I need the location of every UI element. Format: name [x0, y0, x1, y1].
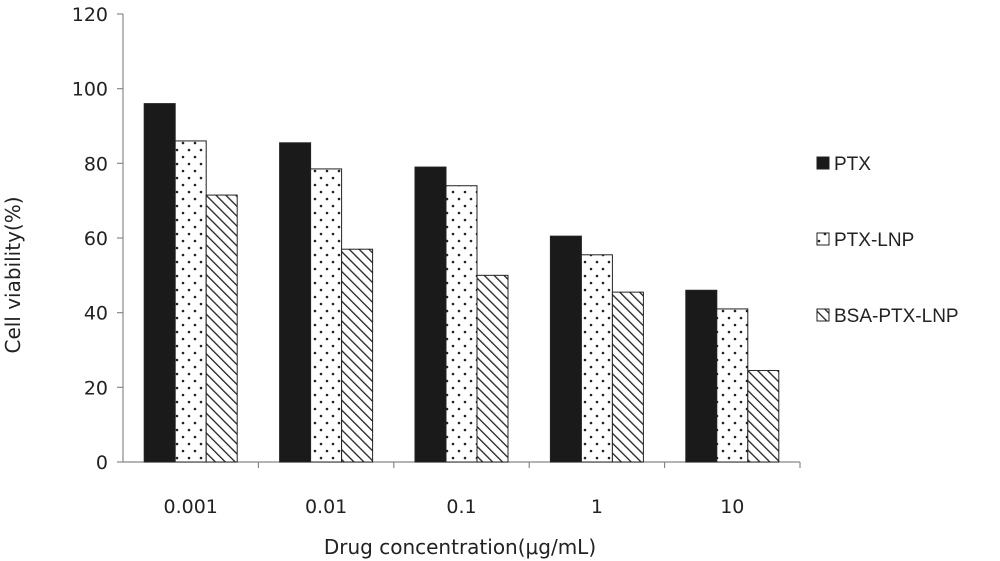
legend-label: PTX-LNP — [834, 230, 914, 251]
bar-ptx — [686, 290, 717, 462]
x-tick-label: 0.1 — [446, 496, 476, 518]
bars — [144, 104, 779, 462]
bar-ptx-lnp — [311, 169, 342, 462]
bar-bsa-ptx-lnp — [206, 195, 237, 462]
legend-swatch — [817, 157, 829, 169]
y-tick-label: 40 — [84, 303, 108, 325]
y-tick-label: 0 — [96, 452, 108, 474]
legend-swatch — [817, 233, 829, 245]
bar-ptx — [550, 236, 581, 462]
y-tick-label: 120 — [72, 4, 108, 26]
bar-ptx — [280, 143, 311, 462]
x-tick-label: 0.01 — [305, 496, 347, 518]
y-tick-label: 20 — [84, 377, 108, 399]
x-tick-label: 1 — [591, 496, 603, 518]
legend-label: PTX — [834, 154, 871, 175]
x-tick-label: 10 — [720, 496, 744, 518]
y-tick-label: 60 — [84, 228, 108, 250]
bar-ptx-lnp — [175, 141, 206, 462]
y-tick-label: 100 — [72, 79, 108, 101]
y-axis-title: Cell viability(%) — [1, 196, 25, 353]
bar-ptx — [144, 104, 175, 462]
bar-ptx-lnp — [446, 186, 477, 462]
bar-ptx-lnp — [717, 309, 748, 462]
bar-bsa-ptx-lnp — [477, 275, 508, 462]
legend: PTX PTX-LNP BSA-PTX-LNP — [817, 154, 959, 327]
bar-bsa-ptx-lnp — [748, 371, 779, 462]
bar-ptx — [415, 167, 446, 462]
bar-bsa-ptx-lnp — [342, 249, 373, 462]
x-ticks: 0.001 0.01 0.1 1 10 — [163, 462, 800, 518]
legend-label: BSA-PTX-LNP — [834, 306, 959, 327]
bar-bsa-ptx-lnp — [612, 292, 643, 462]
x-tick-label: 0.001 — [163, 496, 217, 518]
y-tick-label: 80 — [84, 153, 108, 175]
legend-swatch — [817, 309, 829, 321]
x-axis-title: Drug concentration(μg/mL) — [324, 535, 596, 559]
y-ticks: 0 20 40 60 80 100 120 — [72, 4, 123, 474]
bar-ptx-lnp — [581, 255, 612, 462]
